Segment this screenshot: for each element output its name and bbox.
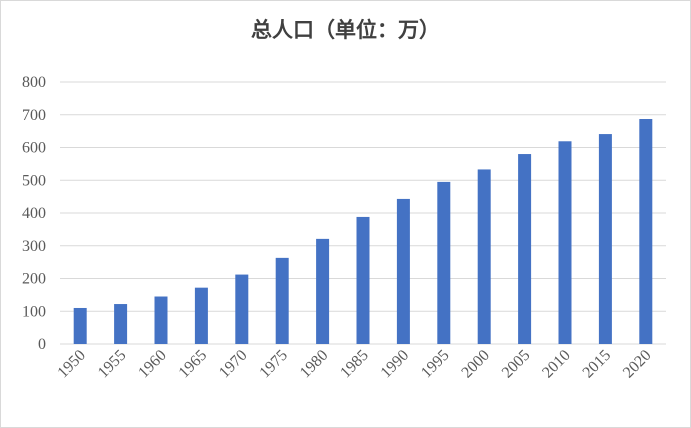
bars <box>73 119 653 344</box>
y-tick-label: 800 <box>22 74 46 91</box>
bar <box>396 198 410 344</box>
chart-title: 总人口（单位：万） <box>251 17 440 42</box>
y-axis-ticks: 0 100 200 300 400 500 600 700 800 <box>22 74 46 353</box>
x-tick-label: 2000 <box>458 347 493 382</box>
x-tick-label: 1960 <box>135 347 170 382</box>
x-tick-label: 1975 <box>256 347 291 382</box>
bar <box>477 169 491 344</box>
x-tick-label: 2020 <box>620 347 655 382</box>
bar <box>639 119 653 344</box>
bar <box>154 296 168 344</box>
x-tick-label: 1985 <box>337 347 372 382</box>
y-tick-label: 700 <box>22 107 46 124</box>
bar <box>558 141 572 344</box>
x-tick-label: 1990 <box>378 347 413 382</box>
bar <box>598 134 612 344</box>
y-tick-label: 300 <box>22 238 46 255</box>
bar <box>518 154 532 344</box>
x-tick-label: 2015 <box>580 347 615 382</box>
y-tick-label: 0 <box>38 336 46 353</box>
x-tick-label: 2005 <box>499 347 534 382</box>
x-tick-label: 1995 <box>418 347 453 382</box>
x-tick-label: 1955 <box>95 347 130 382</box>
bar <box>194 287 208 344</box>
bar <box>275 257 289 344</box>
y-tick-label: 100 <box>22 303 46 320</box>
y-tick-label: 200 <box>22 271 46 288</box>
bar <box>73 307 87 344</box>
x-tick-label: 1965 <box>176 347 211 382</box>
y-tick-label: 500 <box>22 172 46 189</box>
bar <box>356 216 370 344</box>
x-tick-label: 1980 <box>297 347 332 382</box>
bar <box>316 238 330 344</box>
x-tick-label: 1950 <box>54 347 89 382</box>
y-tick-label: 400 <box>22 205 46 222</box>
bar <box>114 304 128 344</box>
x-tick-label: 1970 <box>216 347 251 382</box>
bar <box>437 181 451 344</box>
y-tick-label: 600 <box>22 140 46 157</box>
x-tick-label: 2010 <box>539 347 574 382</box>
x-axis-ticks: 1950 1955 1960 1965 1970 1975 1980 1985 1990 1995… <box>54 347 654 382</box>
bar <box>235 274 249 344</box>
